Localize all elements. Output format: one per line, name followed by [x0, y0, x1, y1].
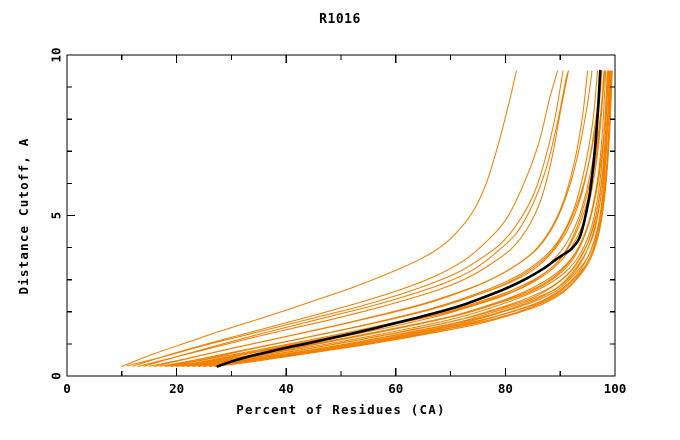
model-curve [170, 70, 602, 367]
model-curve [143, 70, 569, 367]
x-tick-label: 80 [498, 381, 513, 396]
model-curve [137, 70, 569, 367]
model-curve [176, 70, 607, 367]
model-curve [165, 70, 603, 367]
x-tick-label: 60 [388, 381, 403, 396]
y-tick-label: 0 [49, 372, 64, 380]
model-curve [208, 70, 613, 367]
model-curve [121, 70, 517, 367]
y-tick-label: 10 [49, 47, 64, 62]
x-axis-title: Percent of Residues (CA) [236, 402, 445, 417]
tick-marks [66, 54, 616, 377]
model-curve [214, 70, 613, 367]
model-curve [181, 70, 605, 367]
model-curve [126, 70, 564, 367]
x-tick-label: 100 [604, 381, 627, 396]
axes-layer: 0 20 40 60 80 100 0 5 10 [49, 47, 627, 396]
x-tick-label: 40 [279, 381, 294, 396]
x-tick-label: 20 [169, 381, 184, 396]
curves-layer [121, 69, 613, 368]
y-tick-label: 5 [49, 212, 64, 220]
x-tick-label: 0 [63, 381, 71, 396]
model-curve [203, 70, 612, 367]
y-axis-title: Distance Cutoff, A [16, 137, 31, 294]
plot-frame [66, 54, 616, 377]
page-title: R1016 [319, 12, 361, 27]
model-curve [165, 70, 602, 367]
model-curve [181, 70, 608, 367]
model-curve [176, 70, 606, 367]
model-curve [203, 70, 612, 367]
model-curve [154, 70, 593, 367]
model-curve [148, 70, 589, 367]
tick-labels: 0 20 40 60 80 100 0 5 10 [49, 47, 627, 396]
reference-curve [216, 69, 602, 368]
model-curve [132, 70, 558, 367]
model-curve [170, 70, 605, 367]
model-curve [197, 70, 611, 367]
